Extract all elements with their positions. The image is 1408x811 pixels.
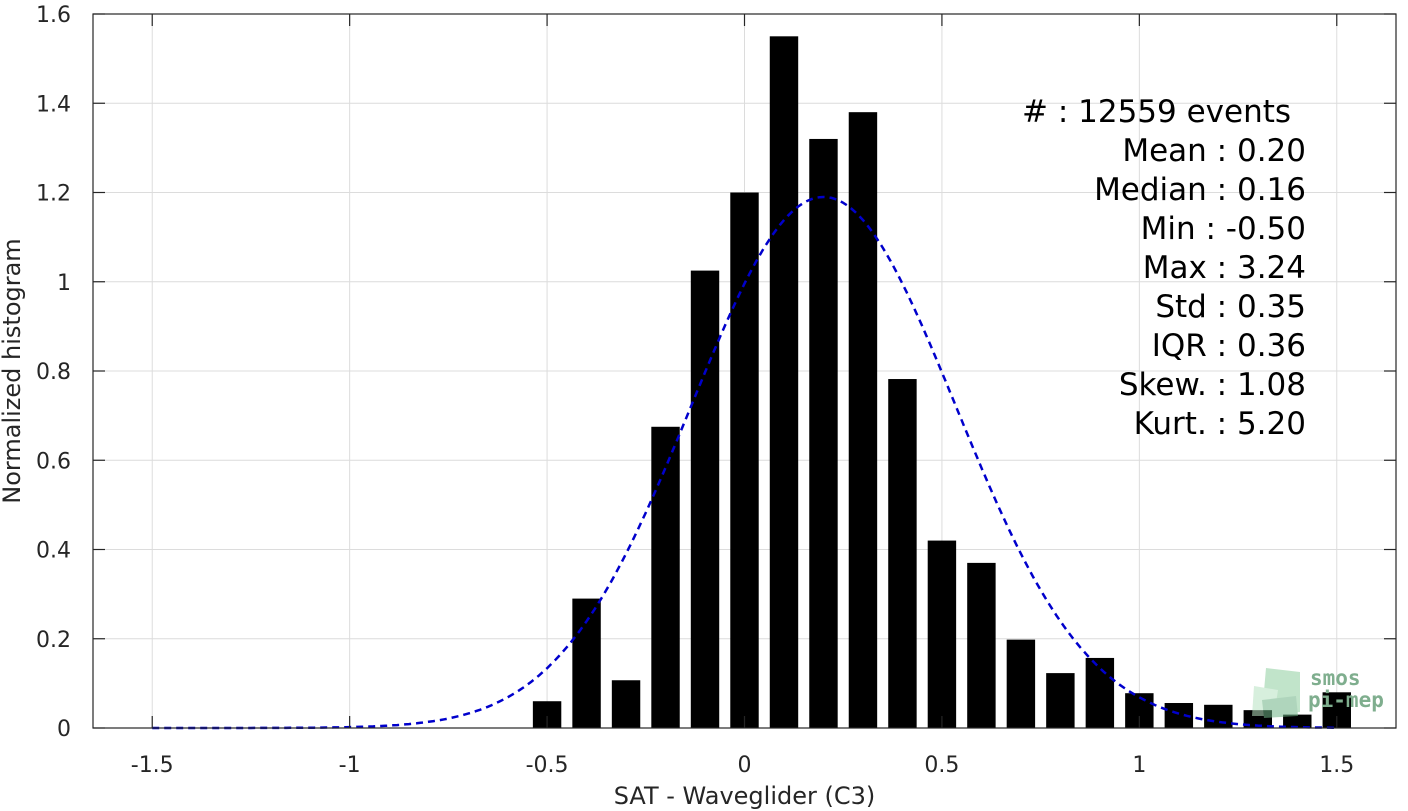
histogram-bar [927,540,957,728]
histogram-bar [572,598,601,728]
histogram-bar [888,379,917,728]
x-tick-labels: -1.5 -1 -0.5 0 0.5 1 1.5 [131,753,1355,778]
y-tick-label: 0.2 [36,628,71,653]
logo-text-pimep: pi-mep [1308,688,1384,712]
histogram-bar [1204,704,1233,728]
histogram-bar [809,138,838,728]
y-tick-label: 1 [57,271,71,296]
histogram-bar [730,192,759,728]
x-tick-label: 1 [1132,753,1146,778]
stat-line: Mean : 0.20 [1122,133,1306,169]
y-tick-label: 0.8 [36,360,71,385]
y-tick-label: 1.4 [36,92,71,117]
x-tick-label: 1.5 [1319,753,1354,778]
x-tick-label: -1 [339,753,361,778]
x-tick-label: 0 [738,753,752,778]
histogram-bar [690,270,720,728]
stat-line: IQR : 0.36 [1152,328,1306,364]
histogram-bar [769,36,799,728]
stat-line: # : 12559 events [1022,94,1291,130]
y-tick-labels: 0 0.2 0.4 0.6 0.8 1 1.2 1.4 1.6 [36,3,71,742]
y-tick-label: 0.4 [36,539,71,564]
axis-ticks [93,13,1396,729]
x-tick-label: 0.5 [924,753,959,778]
stat-line: Std : 0.35 [1155,289,1306,325]
histogram-bar [848,112,878,729]
histogram-bar [967,562,996,728]
histogram-bar [1006,639,1036,728]
smos-pimep-logo: smos pi-mep [1252,666,1384,718]
stat-line: Skew. : 1.08 [1119,367,1306,403]
histogram-bar [1046,673,1075,728]
y-tick-label: 1.6 [36,3,71,28]
logo-text-smos: smos [1310,666,1361,690]
histogram-bar [611,680,641,728]
x-tick-label: -0.5 [526,753,569,778]
stat-line: Kurt. : 5.20 [1134,406,1306,442]
histogram-bar [651,426,680,728]
histogram-bar [1283,714,1312,728]
stat-line: Median : 0.16 [1094,172,1306,208]
histogram-bar [1085,657,1115,728]
y-tick-label: 0.6 [36,449,71,474]
y-tick-label: 0 [57,717,71,742]
x-tick-label: -1.5 [131,753,174,778]
x-axis-label: SAT - Waveglider (C3) [614,782,876,810]
y-axis-label: Normalized histogram [0,238,26,503]
logo-mark-icon [1252,668,1300,718]
stat-line: Max : 3.24 [1143,250,1306,286]
stat-line: Min : -0.50 [1141,211,1306,247]
y-tick-label: 1.2 [36,182,71,207]
